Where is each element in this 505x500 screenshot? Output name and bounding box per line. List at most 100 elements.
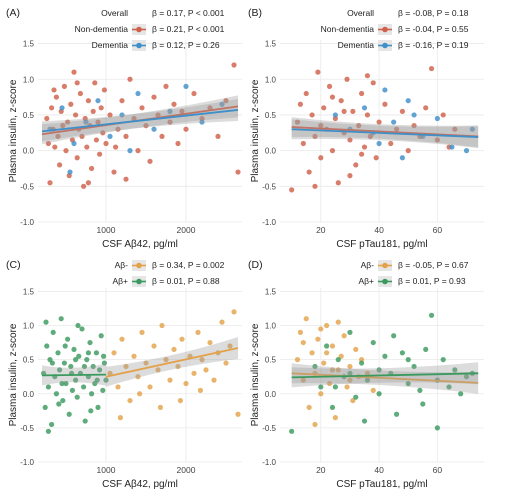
legend-stat: β = 0.01, P = 0.88 (152, 276, 220, 286)
legend-label: Dementia (92, 40, 129, 50)
data-point (303, 90, 309, 97)
data-point (300, 339, 306, 346)
data-point (324, 350, 330, 356)
data-point (143, 123, 149, 129)
data-point (329, 94, 336, 100)
legend: Aβ-β = 0.34, P = 0.002 Aβ+ β = 0.01, P = 0… (112, 260, 225, 287)
data-point (344, 384, 350, 390)
series-a- (289, 312, 475, 434)
data-point (399, 108, 405, 114)
panel-label: (B) (248, 7, 262, 19)
data-point (81, 363, 87, 370)
data-point (294, 357, 301, 363)
data-point (87, 339, 93, 346)
data-point (434, 115, 440, 122)
data-point (405, 380, 411, 387)
data-point (89, 391, 95, 397)
data-point (318, 384, 324, 390)
data-point (60, 397, 66, 404)
data-point (364, 377, 371, 383)
data-point (68, 363, 74, 370)
y-tick-label: -0.5 (20, 424, 34, 433)
data-point (300, 377, 306, 383)
data-point (332, 415, 338, 421)
data-point (179, 336, 185, 342)
data-point (151, 94, 157, 100)
legend-key-marker (136, 26, 142, 33)
data-point (79, 133, 85, 139)
data-point (52, 144, 58, 150)
y-axis-title: Plasma insulin, z-score (250, 323, 261, 426)
legend-key-marker (382, 26, 388, 33)
series-a- (107, 309, 241, 421)
data-point (411, 112, 417, 118)
data-point (207, 105, 213, 111)
data-point (59, 380, 65, 387)
data-point (115, 384, 121, 390)
data-point (44, 115, 50, 122)
data-point (103, 140, 109, 147)
data-point (155, 367, 161, 373)
data-point (75, 322, 81, 329)
data-point (98, 333, 104, 339)
panel-a: -1.0 -0.5 0.0 0.5 1.0 1.5 1000 2000 CSF Aβ42, pg… (6, 7, 242, 250)
data-point (434, 425, 440, 431)
data-point (321, 105, 327, 111)
data-point (335, 367, 341, 373)
data-point (434, 137, 440, 143)
data-point (81, 384, 87, 390)
data-point (56, 401, 62, 407)
data-point (127, 397, 133, 404)
data-point (107, 133, 113, 139)
data-point (135, 374, 141, 380)
data-point (219, 101, 225, 107)
data-point (207, 339, 213, 346)
data-point (373, 155, 379, 161)
legend-stat: β = -0.16, P = 0.19 (398, 40, 469, 50)
data-point (123, 176, 129, 182)
data-point (306, 169, 312, 175)
data-point (179, 108, 185, 114)
y-tick-label: 1.0 (23, 322, 35, 331)
data-point (297, 101, 303, 107)
data-point (199, 119, 205, 125)
x-tick-label: 2000 (177, 465, 196, 475)
data-point (231, 62, 237, 68)
data-point (74, 80, 80, 86)
data-point (119, 98, 125, 104)
data-point (361, 105, 368, 111)
data-point (382, 87, 388, 93)
panel-label: (A) (6, 7, 20, 19)
y-tick-label: 1.0 (265, 75, 277, 84)
data-point (338, 353, 344, 359)
y-axis-title: Plasma insulin, z-score (8, 79, 19, 182)
data-point (405, 98, 411, 104)
legend-stat: β = 0.12, P = 0.26 (152, 40, 220, 50)
y-tick-label: 1.0 (23, 75, 35, 84)
data-point (391, 333, 397, 339)
data-point (183, 83, 189, 89)
data-point (452, 367, 458, 373)
data-point (103, 377, 109, 383)
data-point (370, 80, 376, 86)
data-point (235, 169, 241, 175)
data-point (94, 377, 100, 383)
data-point (347, 329, 353, 335)
series-a- (294, 316, 376, 428)
data-point (440, 112, 446, 118)
data-point (312, 421, 318, 428)
data-point (399, 350, 405, 356)
data-point (223, 98, 229, 104)
data-point (318, 391, 324, 397)
data-point (100, 387, 106, 393)
x-tick-label: 60 (433, 225, 443, 235)
data-point (123, 363, 129, 370)
data-point (452, 126, 458, 132)
data-point (101, 360, 107, 366)
x-tick-label: 1000 (97, 225, 116, 235)
data-point (469, 126, 475, 132)
data-point (175, 363, 181, 370)
data-point (131, 353, 137, 359)
data-point (61, 360, 67, 366)
